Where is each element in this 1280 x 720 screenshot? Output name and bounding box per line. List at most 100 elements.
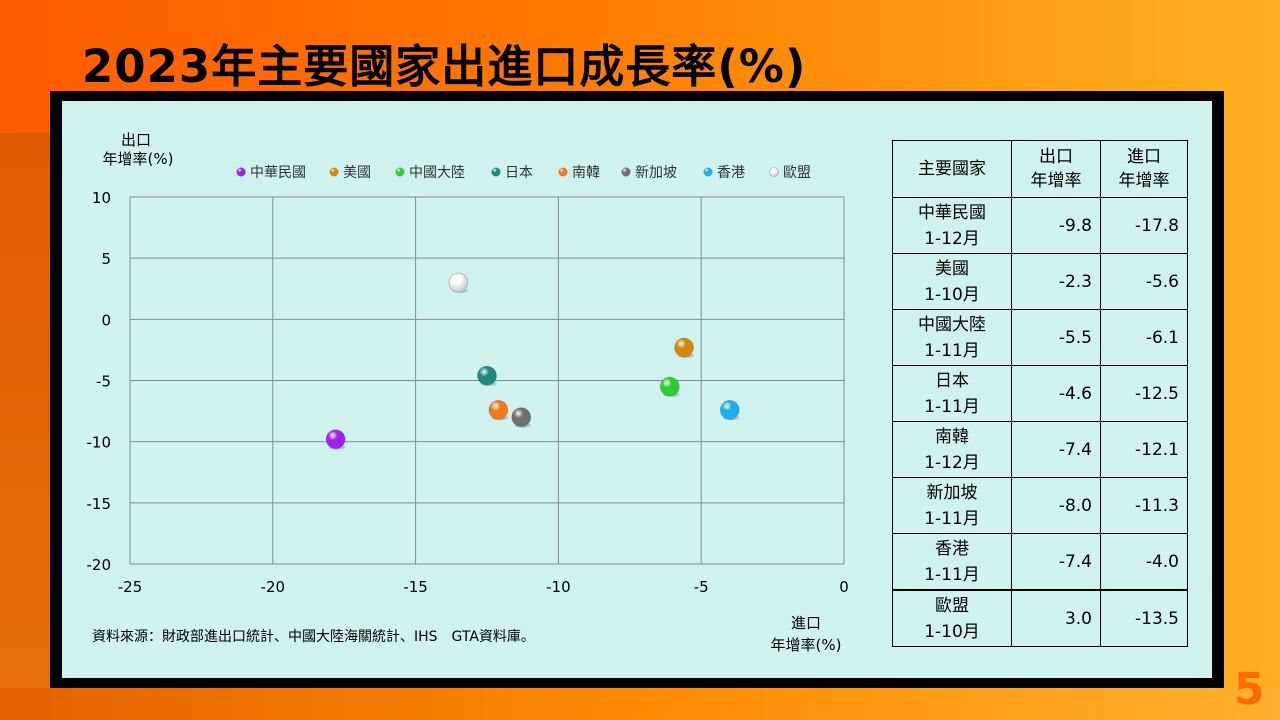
cell-country: 中國大陸 1-11月 [892,309,1012,366]
cell-country: 中華民國 1-12月 [892,197,1012,254]
cell-country: 美國 1-10月 [892,253,1012,310]
cell-country: 歐盟 1-10月 [892,589,1012,647]
data-point [511,407,532,428]
legend: 中華民國 美國 中國大陸 日本 南韓 新加坡 香港 歐盟 [236,165,811,181]
x-axis-label-line2: 年增率(%) [771,636,842,654]
legend-label: 中國大陸 [409,165,465,181]
country-name: 香港 [935,538,969,559]
legend-label: 香港 [717,165,745,181]
data-points [325,272,740,450]
table-row: 中國大陸 1-11月 -5.5 -6.1 [892,309,1188,366]
cell-country: 新加坡 1-11月 [892,477,1012,534]
background-left-strip [0,133,52,720]
data-point [719,399,740,420]
country-name: 歐盟 [935,595,969,616]
header-country: 主要國家 [892,140,1012,198]
tick-labels: 10 5 0 -5 -10 -15 -20 -25 -20 -15 -10 -5 0 [87,189,849,596]
table-row: 歐盟 1-10月 3.0 -13.5 [892,589,1188,647]
legend-label: 美國 [343,165,371,181]
cell-export: -7.4 [1011,533,1101,591]
legend-marker [703,167,713,177]
data-point [659,376,680,397]
data-point [674,337,694,358]
period: 1-10月 [924,621,980,642]
table-header-row: 主要國家 出口 年增率 進口 年增率 [892,140,1188,198]
y-tick-label: -20 [87,556,112,574]
legend-marker [558,167,568,177]
cell-export: -8.0 [1011,477,1101,534]
x-tick-label: -25 [118,578,143,596]
table-row: 中華民國 1-12月 -9.8 -17.8 [892,197,1188,254]
legend-marker [491,167,501,177]
data-point [448,272,469,293]
legend-label: 日本 [505,165,533,181]
x-axis-label-line1: 進口 [791,614,821,632]
legend-marker [329,167,339,177]
background-bottom-band [0,688,1280,720]
legend-marker [236,167,246,177]
cell-import: -13.5 [1100,589,1188,647]
country-name: 美國 [935,258,969,279]
y-tick-label: -15 [87,495,112,513]
stats-table: 主要國家 出口 年增率 進口 年增率 中華民國 1-12月 -9.8 -17.8 美國 1-1… [892,140,1188,647]
y-axis-label-line2: 年增率(%) [103,150,174,168]
legend-label: 南韓 [572,165,600,181]
period: 1-11月 [924,508,980,529]
cell-export: -7.4 [1011,421,1101,478]
grid-lines [129,196,845,565]
x-tick-label: -5 [694,578,709,596]
data-point [325,429,346,450]
table-row: 南韓 1-12月 -7.4 -12.1 [892,421,1188,478]
slide-title: 2023年主要國家出進口成長率(%) [82,40,807,93]
y-tick-label: 0 [101,311,111,329]
y-tick-label: -5 [96,373,111,391]
country-name: 中國大陸 [918,314,986,335]
cell-country: 日本 1-11月 [892,365,1012,422]
source-note: 資料來源：財政部進出口統計、中國大陸海關統計、IHS GTA資料庫。 [92,629,535,645]
page-number: 5 [1234,664,1265,715]
cell-export: 3.0 [1011,589,1101,647]
cell-import: -6.1 [1100,309,1188,366]
period: 1-11月 [924,564,980,585]
cell-import: -17.8 [1100,197,1188,254]
cell-country: 香港 1-11月 [892,533,1012,591]
legend-marker [621,167,631,177]
country-name: 南韓 [935,426,969,447]
cell-export: -2.3 [1011,253,1101,310]
period: 1-12月 [924,228,980,249]
x-tick-label: -10 [546,578,571,596]
table-row: 日本 1-11月 -4.6 -12.5 [892,365,1188,422]
period: 1-10月 [924,284,980,305]
cell-country: 南韓 1-12月 [892,421,1012,478]
country-name: 新加坡 [926,482,978,503]
y-tick-label: 10 [92,189,111,207]
cell-import: -12.1 [1100,421,1188,478]
cell-export: -4.6 [1011,365,1101,422]
legend-label: 中華民國 [250,165,306,181]
x-tick-label: 0 [839,578,849,596]
y-tick-label: 5 [101,250,111,268]
period: 1-12月 [924,452,980,473]
country-name: 日本 [935,370,969,391]
y-axis-label-line1: 出口 [121,131,151,149]
cell-export: -9.8 [1011,197,1101,254]
header-export: 出口 年增率 [1011,140,1101,198]
header-import: 進口 年增率 [1100,140,1188,198]
table-row: 美國 1-10月 -2.3 -5.6 [892,253,1188,310]
cell-import: -11.3 [1100,477,1188,534]
legend-marker [769,167,779,177]
cell-import: -12.5 [1100,365,1188,422]
country-name: 中華民國 [918,202,986,223]
data-point [477,365,497,386]
cell-import: -5.6 [1100,253,1188,310]
period: 1-11月 [924,340,980,361]
cell-export: -5.5 [1011,309,1101,366]
legend-label: 歐盟 [783,165,811,181]
data-point [488,399,509,420]
table-row: 香港 1-11月 -7.4 -4.0 [892,533,1188,591]
table-body: 中華民國 1-12月 -9.8 -17.8 美國 1-10月 -2.3 -5.6 中國大陸 1-1… [892,197,1188,647]
cell-import: -4.0 [1100,533,1188,591]
x-tick-label: -15 [403,578,428,596]
table-row: 新加坡 1-11月 -8.0 -11.3 [892,477,1188,534]
